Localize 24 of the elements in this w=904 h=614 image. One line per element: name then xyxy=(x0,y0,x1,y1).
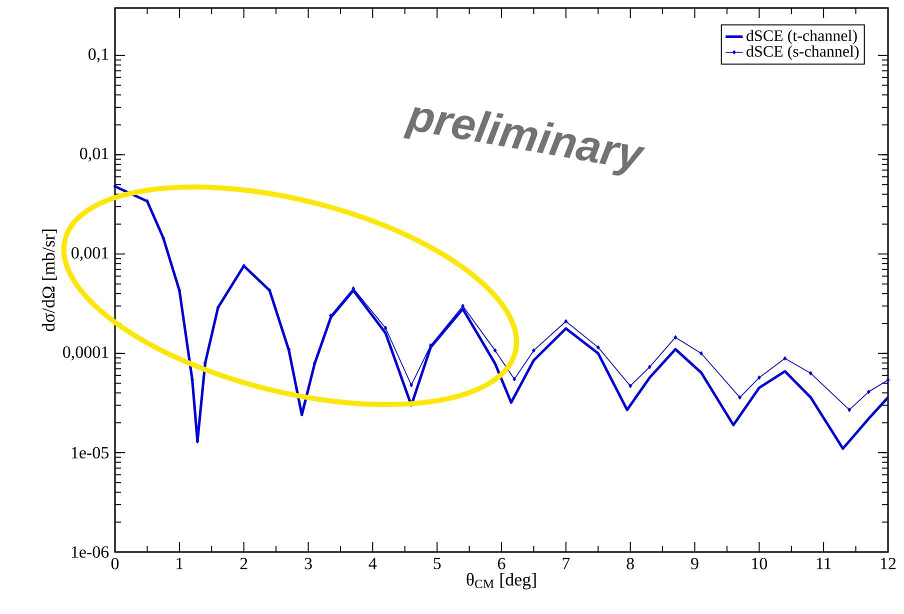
legend-label: dSCE (s-channel) xyxy=(746,45,859,60)
x-tick-label: 1 xyxy=(176,558,183,570)
y-tick-label: 1e-05 xyxy=(72,446,108,458)
x-tick-label: 9 xyxy=(691,558,698,570)
y-tick-label: 0,01 xyxy=(80,148,108,162)
annotation: preliminary xyxy=(403,107,646,176)
x-tick-label: 8 xyxy=(626,558,634,570)
y-tick-label: 0,001 xyxy=(72,247,108,262)
x-axis-title: θ$_{CM}$ [deg] xyxy=(466,572,536,590)
y-tick-label: 1e-06 xyxy=(72,546,109,558)
x-tick-label: 6 xyxy=(498,558,506,570)
legend-label: dSCE (t-channel) xyxy=(746,30,857,44)
x-tick-label: 5 xyxy=(434,558,441,570)
y-tick-label: 0,0001 xyxy=(63,346,108,360)
y-tick-label: 0,1 xyxy=(88,48,108,62)
x-tick-label: 3 xyxy=(304,558,312,570)
x-tick-label: 7 xyxy=(562,558,570,570)
x-tick-label: 11 xyxy=(816,558,831,570)
x-tick-label: 2 xyxy=(240,558,248,570)
y-axis-title: dσ/dΩ [mb/sr] xyxy=(42,230,57,332)
x-tick-label: 12 xyxy=(880,558,896,570)
x-tick-label: 10 xyxy=(752,558,768,570)
x-tick-label: 0 xyxy=(111,558,119,570)
x-tick-label: 4 xyxy=(368,558,377,570)
